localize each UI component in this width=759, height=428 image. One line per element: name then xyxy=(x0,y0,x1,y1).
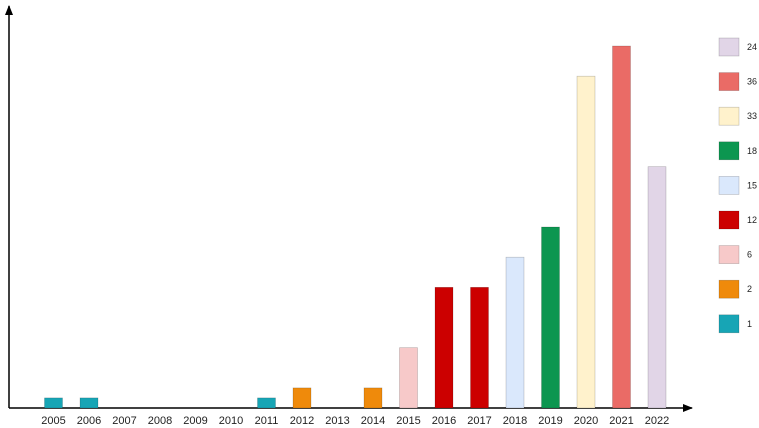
bar-2018 xyxy=(505,256,525,409)
bar-2017 xyxy=(470,286,489,409)
bar-2014 xyxy=(363,387,383,409)
bar-2019 xyxy=(541,226,560,409)
legend-label: 33 xyxy=(747,111,757,121)
legend-swatch xyxy=(718,37,740,57)
legend-swatch xyxy=(718,141,740,161)
x-tick-label: 2009 xyxy=(183,415,207,427)
bar-2021 xyxy=(612,45,631,409)
x-tick-label: 2006 xyxy=(77,415,101,427)
legend-swatch xyxy=(718,106,740,126)
bar-2015 xyxy=(399,347,418,409)
x-tick-label: 2017 xyxy=(467,415,491,427)
x-tick-label: 2011 xyxy=(255,415,279,427)
x-tick-label: 2007 xyxy=(112,415,136,427)
x-tick-label: 2010 xyxy=(219,415,243,427)
legend-label: 18 xyxy=(747,146,757,156)
bar-2016 xyxy=(434,286,454,409)
bar-2011 xyxy=(257,397,276,409)
legend-swatch xyxy=(718,279,740,299)
legend-label: 24 xyxy=(747,42,757,52)
x-tick-label: 2016 xyxy=(432,415,456,427)
legend-label: 36 xyxy=(747,77,757,87)
x-tick-label: 2018 xyxy=(503,415,527,427)
x-tick-label: 2021 xyxy=(609,415,633,427)
legend-swatch xyxy=(718,245,740,264)
legend-label: 15 xyxy=(747,180,757,190)
bar-2012 xyxy=(292,387,312,409)
legend-label: 6 xyxy=(747,250,752,260)
legend-label: 12 xyxy=(747,215,757,225)
legend-swatch xyxy=(718,210,740,230)
bar-2022 xyxy=(647,166,667,409)
bar-2005 xyxy=(44,397,63,409)
legend-label: 1 xyxy=(747,319,752,329)
x-tick-label: 2022 xyxy=(645,415,669,427)
x-tick-label: 2019 xyxy=(538,415,562,427)
legend-swatch xyxy=(718,176,740,195)
bar-2006 xyxy=(79,397,99,409)
x-tick-label: 2013 xyxy=(325,415,349,427)
x-tick-label: 2005 xyxy=(41,415,65,427)
legend-swatch xyxy=(718,314,740,334)
legend: 24 36 33 18 15 12 6 2 1 xyxy=(718,37,757,334)
bar-2020 xyxy=(576,75,596,409)
legend-label: 2 xyxy=(747,284,752,294)
x-tick-label: 2012 xyxy=(290,415,314,427)
bars xyxy=(44,45,667,409)
x-tick-label: 2014 xyxy=(361,415,385,427)
x-tick-label: 2015 xyxy=(396,415,420,427)
x-tick-label: 2008 xyxy=(148,415,172,427)
legend-swatch xyxy=(718,72,740,91)
x-tick-label: 2020 xyxy=(574,415,598,427)
x-tick-labels: 2005 2006 2007 2008 2009 2010 2011 2012 2013 2014… xyxy=(41,415,669,427)
